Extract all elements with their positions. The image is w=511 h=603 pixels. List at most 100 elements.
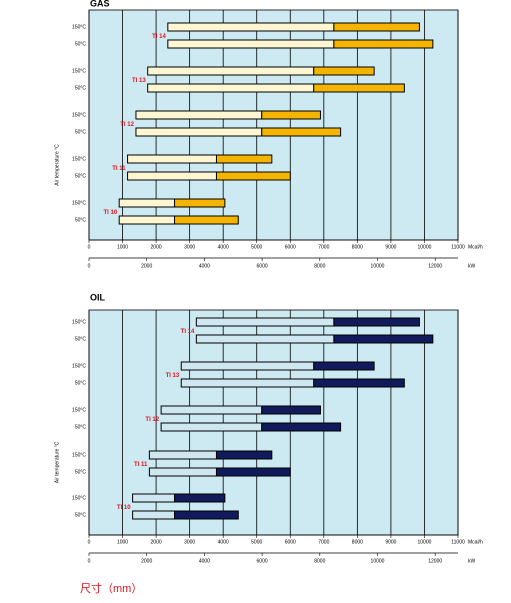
- x-tick-label: 10000: [418, 244, 432, 250]
- x2-tick-label: 12000: [428, 558, 442, 564]
- x-tick-label: 8000: [352, 539, 363, 545]
- range-segment: [167, 22, 335, 32]
- row-label: 150°C: [72, 156, 86, 162]
- x-tick-label: 5000: [251, 539, 262, 545]
- row-label: 50°C: [75, 424, 87, 430]
- x-tick-label: 3000: [184, 244, 195, 250]
- chart-title: OIL: [90, 292, 106, 302]
- range-segment: [195, 317, 335, 327]
- x-tick-label: 4000: [218, 539, 229, 545]
- range-segment: [160, 405, 263, 415]
- x-tick-label: 2000: [151, 539, 162, 545]
- x-tick-label: 0: [88, 539, 91, 545]
- x2-tick-label: 2000: [141, 558, 152, 564]
- x2-tick-label: 4000: [199, 263, 210, 269]
- x2-tick-label: 4000: [199, 558, 210, 564]
- row-label: 50°C: [75, 129, 87, 135]
- x2-unit: kW: [468, 263, 476, 269]
- range-segment: [313, 66, 375, 76]
- range-segment: [147, 83, 315, 93]
- range-segment: [148, 450, 217, 460]
- range-segment: [261, 405, 321, 415]
- x-tick-label: 9000: [385, 539, 396, 545]
- range-segment: [195, 334, 335, 344]
- row-label: 150°C: [72, 363, 86, 369]
- footer: 尺寸（mm）: [80, 581, 142, 595]
- x-tick-label: 6000: [285, 244, 296, 250]
- x2-tick-label: 2000: [141, 263, 152, 269]
- y-axis-label: Air temperature °C: [54, 441, 60, 483]
- row-label: 150°C: [72, 452, 86, 458]
- range-segment: [313, 378, 405, 388]
- row-label: 50°C: [75, 512, 87, 518]
- row-label: 150°C: [72, 200, 86, 206]
- group-label: TI 10: [117, 505, 131, 511]
- x-tick-label: 11000: [451, 539, 465, 545]
- range-segment: [261, 127, 342, 137]
- group-label: TI 13: [132, 78, 146, 84]
- group-label: TI 10: [104, 210, 118, 216]
- x2-tick-label: 8000: [314, 558, 325, 564]
- range-segment: [160, 422, 263, 432]
- x2-tick-label: 6000: [257, 263, 268, 269]
- x2-tick-label: 10000: [371, 263, 385, 269]
- row-label: 150°C: [72, 407, 86, 413]
- x-tick-label: 1000: [117, 244, 128, 250]
- range-segment: [127, 154, 217, 164]
- range-segment: [313, 361, 375, 371]
- range-segment: [261, 110, 321, 120]
- x-tick-label: 0: [88, 244, 91, 250]
- range-segment: [132, 493, 176, 503]
- range-segment: [333, 22, 420, 32]
- group-label: TI 11: [112, 166, 126, 172]
- plot-border: [88, 309, 459, 536]
- chart-title: GAS: [90, 0, 110, 8]
- range-segment: [333, 334, 434, 344]
- y-axis-label: Air temperature °C: [54, 144, 60, 186]
- range-segment: [180, 361, 315, 371]
- row-label: 150°C: [72, 319, 86, 325]
- x-tick-label: 11000: [451, 244, 465, 250]
- x2-tick-label: 6000: [257, 558, 268, 564]
- range-segment: [135, 127, 263, 137]
- x2-tick-label: 8000: [314, 263, 325, 269]
- range-segment: [148, 467, 217, 477]
- group-label: TI 14: [181, 329, 195, 335]
- row-label: 150°C: [72, 68, 86, 74]
- x-tick-label: 9000: [385, 244, 396, 250]
- range-segment: [261, 422, 342, 432]
- x-tick-label: 6000: [285, 539, 296, 545]
- plot-border: [88, 9, 459, 241]
- group-label: TI 13: [166, 373, 180, 379]
- x2-tick-label: 0: [88, 263, 91, 269]
- range-segment: [127, 171, 217, 181]
- range-segment: [333, 317, 420, 327]
- row-label: 150°C: [72, 112, 86, 118]
- range-segment: [135, 110, 263, 120]
- x2-tick-label: 12000: [428, 263, 442, 269]
- x-tick-label: 8000: [352, 244, 363, 250]
- range-segment: [215, 467, 291, 477]
- row-label: 50°C: [75, 85, 87, 91]
- range-segment: [215, 154, 273, 164]
- range-segment: [118, 215, 176, 225]
- group-label: TI 12: [120, 122, 134, 128]
- x-unit: Mcal/h: [468, 539, 483, 545]
- range-segment: [174, 198, 226, 208]
- row-label: 50°C: [75, 41, 87, 47]
- row-label: 50°C: [75, 217, 87, 223]
- range-segment: [180, 378, 315, 388]
- group-label: TI 14: [152, 34, 166, 40]
- x-tick-label: 7000: [318, 539, 329, 545]
- range-segment: [215, 450, 273, 460]
- x-tick-label: 2000: [151, 244, 162, 250]
- x2-unit: kW: [468, 558, 476, 564]
- x-tick-label: 5000: [251, 244, 262, 250]
- x-unit: Mcal/h: [468, 244, 483, 250]
- range-segment: [174, 215, 239, 225]
- x2-tick-label: 0: [88, 558, 91, 564]
- row-label: 50°C: [75, 336, 87, 342]
- range-segment: [174, 493, 226, 503]
- range-segment: [118, 198, 176, 208]
